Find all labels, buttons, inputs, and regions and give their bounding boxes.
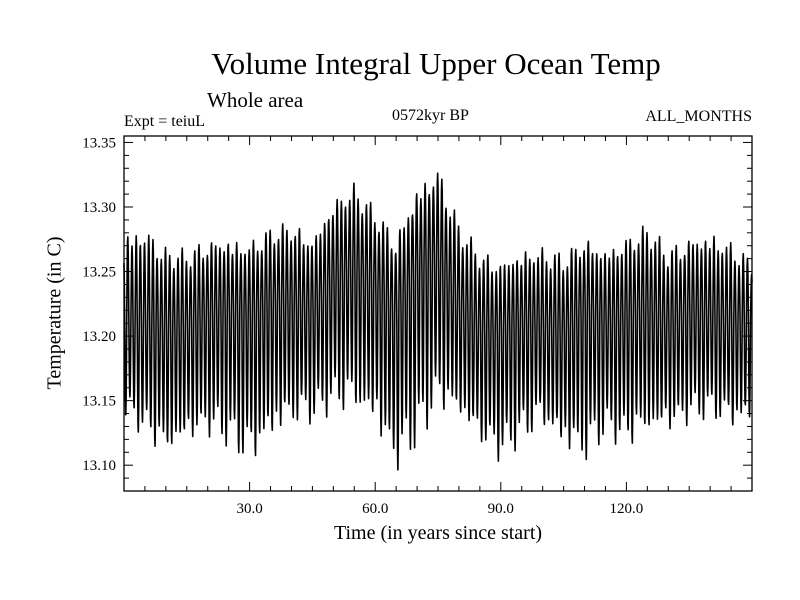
ticks-layer: 30.0 60.0 90.0 120.0 13.10 13.15 13.20 13.25 13.… [82, 135, 752, 517]
series-layer [123, 172, 753, 471]
y-tick-label: 13.35 [82, 135, 116, 151]
y-tick-label: 13.30 [82, 200, 116, 216]
y-tick-label: 13.20 [82, 329, 116, 345]
x-tick-label: 30.0 [236, 501, 262, 517]
experiment-label: Expt = teiuL [124, 113, 206, 130]
months-label: ALL_MONTHS [645, 108, 752, 125]
plot-frame [123, 135, 753, 492]
x-tick-label: 90.0 [488, 501, 514, 517]
series-line-temperature [123, 172, 753, 471]
x-tick-label: 120.0 [610, 501, 644, 517]
chart-title: Volume Integral Upper Ocean Temp [211, 46, 661, 81]
x-axis-label: Time (in years since start) [333, 522, 543, 544]
y-tick-label: 13.10 [82, 458, 116, 474]
chart-subtitle: Whole area [207, 88, 304, 112]
y-tick-label: 13.15 [82, 394, 116, 410]
period-label: 0572kyr BP [392, 107, 469, 124]
y-tick-label: 13.25 [82, 265, 116, 281]
x-tick-label: 60.0 [362, 501, 388, 517]
